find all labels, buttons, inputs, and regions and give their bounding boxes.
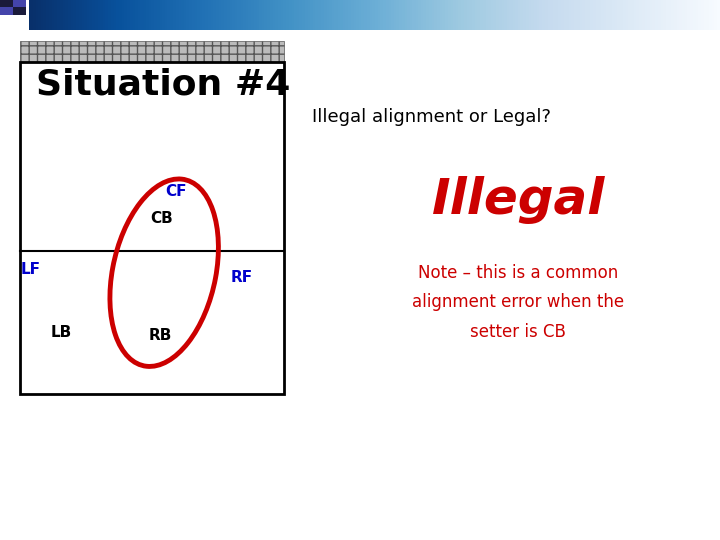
Text: Illegal: Illegal	[432, 176, 605, 224]
Text: RB: RB	[148, 328, 171, 343]
Bar	[0, 0, 13, 7]
Bar	[20, 62, 284, 394]
Text: Illegal alignment or Legal?: Illegal alignment or Legal?	[312, 108, 552, 126]
Text: Note – this is a common
alignment error when the
setter is CB: Note – this is a common alignment error …	[413, 264, 624, 341]
Text: RF: RF	[230, 269, 252, 285]
Text: Situation #4: Situation #4	[36, 68, 290, 102]
Bar	[20, 40, 284, 62]
Bar	[0, 8, 13, 15]
Bar	[13, 8, 26, 15]
Text: CB: CB	[150, 211, 174, 226]
Text: LF: LF	[20, 262, 40, 278]
Text: LB: LB	[50, 325, 72, 340]
Bar	[13, 0, 26, 7]
Text: CF: CF	[166, 184, 187, 199]
